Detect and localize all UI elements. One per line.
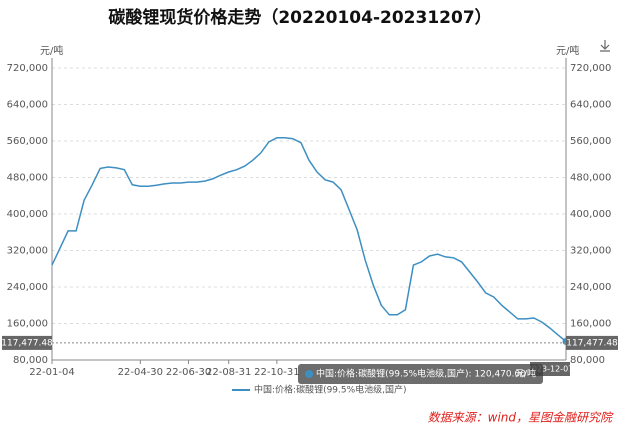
pointer-label: 117,477.48 [1, 338, 53, 348]
y2-tick-label: 240,000 [570, 282, 611, 293]
y2-tick-label: 400,000 [570, 209, 611, 220]
y-tick-label: 560,000 [7, 136, 48, 147]
y2-tick-label: 720,000 [570, 63, 611, 74]
y-axis-label: 元/吨 [40, 44, 63, 57]
y2-axis-label: 元/吨 [556, 44, 579, 57]
y-tick-label: 240,000 [7, 282, 48, 293]
y-tick-label: 720,000 [7, 63, 48, 74]
pointer-label: 117,477.48 [566, 338, 618, 348]
x-tick-label: 22-01-04 [29, 367, 74, 378]
tooltip [298, 364, 543, 384]
y-tick-label: 320,000 [7, 246, 48, 257]
x-tick-label: 22-08-31 [206, 367, 251, 378]
y2-tick-label: 160,000 [570, 319, 611, 330]
x-tick-label: 22-10-31 [254, 367, 299, 378]
y-tick-label: 640,000 [7, 100, 48, 111]
y-tick-label: 160,000 [7, 319, 48, 330]
y2-tick-label: 640,000 [570, 100, 611, 111]
chart-title: 碳酸锂现货价格走势（20220104-20231207） [108, 7, 491, 28]
tooltip-text: 中国:价格:碳酸锂(99.5%电池级,国产): 120,470.00 [316, 368, 526, 380]
y-tick-label: 400,000 [7, 209, 48, 220]
line [51, 137, 567, 343]
y2-tick-label: 560,000 [570, 136, 611, 147]
icon[interactable] [600, 40, 610, 52]
tooltip-marker [305, 370, 313, 378]
download-icon[interactable] [600, 40, 610, 52]
pointer-box [2, 335, 52, 350]
tooltip-unit: 元/吨 [515, 368, 536, 380]
y2-tick-label: 320,000 [570, 246, 611, 257]
y2-tick-label: 80,000 [570, 355, 605, 366]
y-tick-label: 480,000 [7, 173, 48, 184]
y-tick-label: 80,000 [13, 355, 48, 366]
y2-tick-label: 480,000 [570, 173, 611, 184]
x-tick-label: 22-04-30 [118, 367, 163, 378]
legend-label: 中国:价格:碳酸锂(99.5%电池级,国产) [254, 384, 407, 396]
x-pointer-label: 2023-12-07 [527, 365, 574, 374]
pointer-box [566, 335, 618, 350]
x-tick-label: 22-06-30 [166, 367, 211, 378]
source: 数据来源：wind，星图金融研究院 [428, 411, 614, 425]
